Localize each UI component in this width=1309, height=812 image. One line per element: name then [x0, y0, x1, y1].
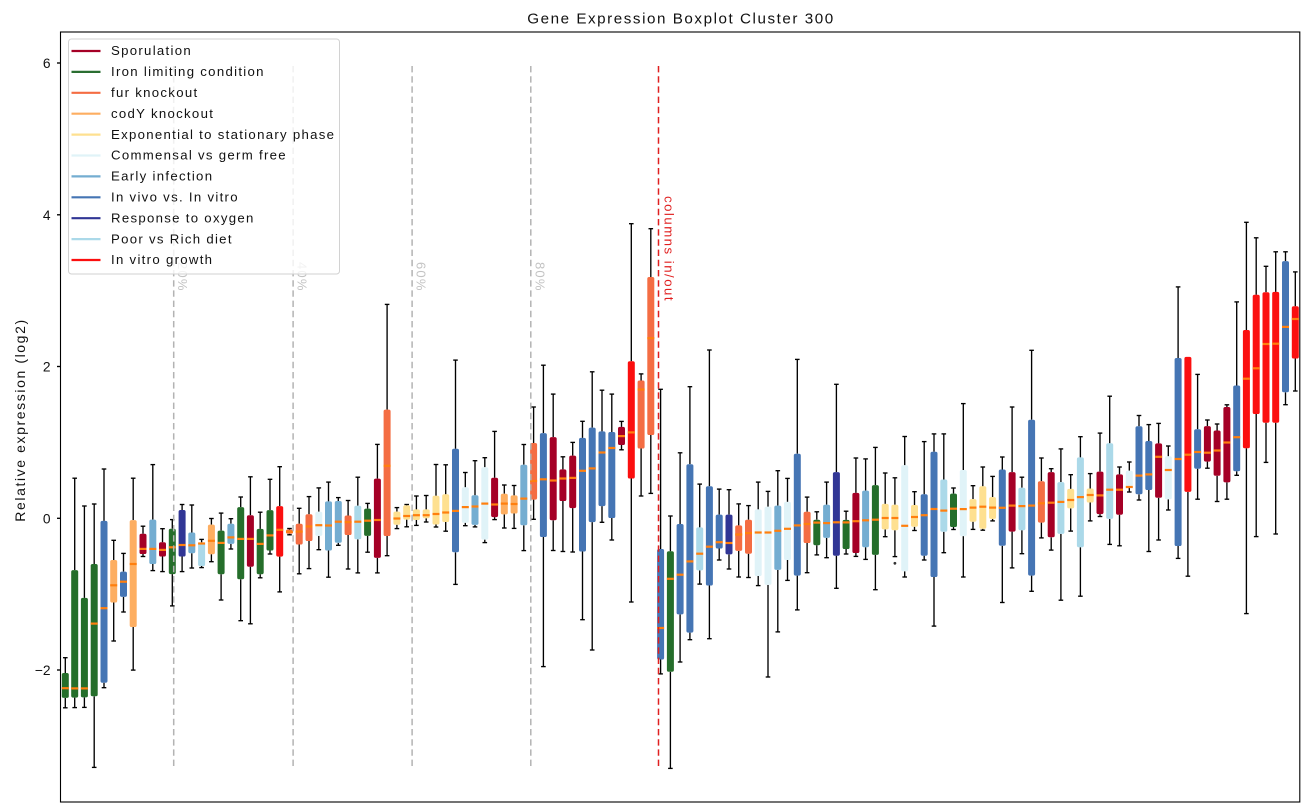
svg-text:Relative expression (log2): Relative expression (log2) [12, 318, 28, 521]
svg-text:columns in/out: columns in/out [662, 196, 677, 302]
svg-text:0: 0 [43, 511, 51, 526]
svg-text:Early infection: Early infection [111, 169, 213, 184]
svg-text:Commensal vs germ free: Commensal vs germ free [111, 148, 287, 163]
svg-text:codY knockout: codY knockout [111, 106, 214, 121]
svg-text:4: 4 [43, 208, 51, 223]
svg-text:Exponential to stationary phas: Exponential to stationary phase [111, 127, 335, 142]
svg-text:60%: 60% [414, 262, 429, 292]
svg-text:Poor vs Rich diet: Poor vs Rich diet [111, 231, 233, 246]
svg-text:Sporulation: Sporulation [111, 43, 192, 58]
svg-text:80%: 80% [532, 262, 547, 292]
svg-text:In vitro growth: In vitro growth [111, 252, 213, 267]
svg-text:In vivo vs. In vitro: In vivo vs. In vitro [111, 190, 239, 205]
svg-text:fur knockout: fur knockout [111, 85, 198, 100]
svg-text:6: 6 [43, 56, 51, 71]
svg-text:Gene Expression Boxplot Cluste: Gene Expression Boxplot Cluster 300 [527, 11, 835, 28]
svg-text:Iron limiting condition: Iron limiting condition [111, 64, 265, 79]
svg-text:−2: −2 [35, 663, 51, 678]
svg-text:Response to oxygen: Response to oxygen [111, 210, 255, 225]
svg-text:2: 2 [43, 360, 51, 375]
